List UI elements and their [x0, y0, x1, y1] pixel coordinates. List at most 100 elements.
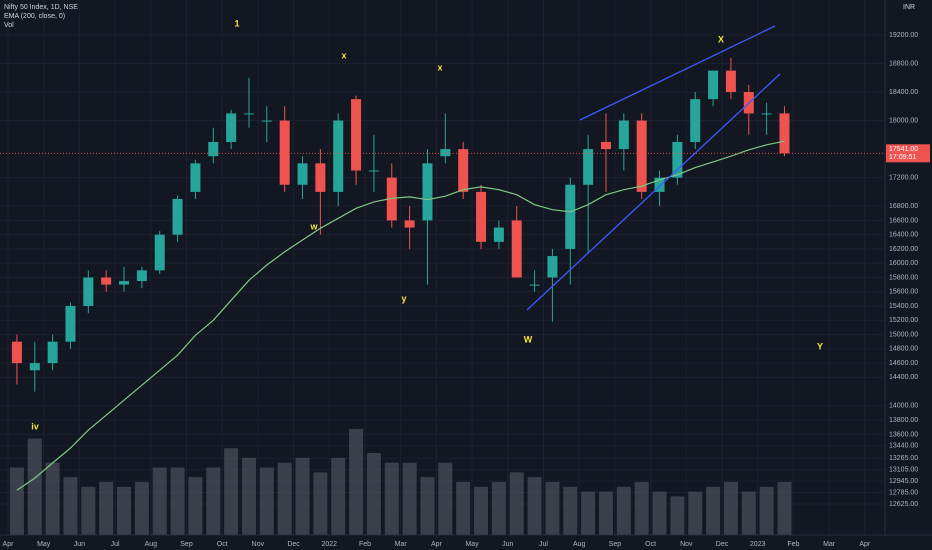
y-tick-label: 16000.00	[889, 260, 918, 267]
volume-bar	[527, 477, 542, 535]
volume-bar	[134, 481, 149, 535]
volume-bar	[117, 486, 132, 535]
volume-bar	[152, 467, 167, 535]
candle-body	[761, 113, 772, 115]
y-tick-label: 18400.00	[889, 89, 918, 96]
y-tick-label: 16200.00	[889, 246, 918, 253]
candle-body	[172, 199, 183, 235]
volume-bar	[616, 486, 631, 535]
x-tick-label: Apr	[3, 541, 15, 548]
y-tick-label: 14600.00	[889, 360, 918, 367]
x-tick-label: Sep	[180, 541, 193, 548]
volume-bar	[563, 486, 578, 535]
volume-bar	[277, 462, 292, 535]
x-tick-label: 2023	[750, 541, 766, 548]
x-tick-label: Jun	[74, 541, 85, 548]
candle-body	[29, 363, 40, 371]
x-tick-label: Apr	[859, 541, 871, 548]
x-tick-label: Aug	[573, 541, 586, 548]
candle-body	[440, 149, 451, 157]
volume-pane	[9, 428, 792, 535]
candle-body	[511, 220, 522, 278]
candle-body	[226, 113, 237, 142]
candle-body	[154, 234, 165, 271]
candle-body	[65, 306, 76, 342]
y-tick-label: 13600.00	[889, 431, 918, 438]
wave-label: Y	[817, 341, 823, 351]
x-tick-label: Feb	[359, 541, 371, 548]
wave-label: w	[309, 221, 318, 231]
volume-bar	[545, 481, 560, 535]
grid	[0, 0, 885, 535]
y-tick-label: 15200.00	[889, 317, 918, 324]
candle-body	[476, 191, 487, 242]
volume-bar	[170, 467, 185, 535]
x-tick-label: Mar	[823, 541, 836, 548]
indicator-label: EMA (200, close, 0)	[4, 13, 65, 20]
y-tick-label: 19200.00	[889, 32, 918, 39]
candle-body	[600, 141, 611, 150]
y-tick-label: 13105.00	[889, 467, 918, 474]
x-tick-label: Oct	[645, 541, 656, 548]
wave-label: x	[437, 62, 442, 72]
candle-body	[333, 120, 344, 192]
y-tick-label: 18800.00	[889, 60, 918, 67]
wave-label: iv	[31, 421, 39, 431]
volume-bar	[777, 481, 792, 535]
wave-label: y	[401, 293, 406, 303]
x-tick-label: 2022	[322, 541, 338, 548]
candle-body	[190, 163, 201, 192]
volume-bar	[456, 481, 471, 535]
candle-body	[493, 227, 504, 242]
volume-bar	[652, 491, 667, 535]
candle-body	[654, 177, 665, 192]
candle-body	[101, 277, 112, 285]
y-tick-label: 14000.00	[889, 403, 918, 410]
volume-bar	[634, 481, 649, 535]
candle-body	[11, 341, 22, 364]
x-tick-label: May	[465, 541, 479, 548]
wave-label: X	[718, 34, 724, 44]
x-tick-label: Jun	[502, 541, 513, 548]
last-price-label: 17541.00	[889, 146, 918, 153]
y-tick-label: 14400.00	[889, 374, 918, 381]
candle-body	[404, 220, 415, 228]
candle-body	[243, 113, 254, 115]
volume-bar	[99, 481, 114, 535]
candle-body	[422, 163, 433, 221]
volume-bar	[491, 481, 506, 535]
candle-body	[547, 256, 558, 278]
y-tick-label: 16400.00	[889, 232, 918, 239]
x-tick-label: Aug	[145, 541, 158, 548]
candle-body	[297, 163, 308, 185]
y-tick-label: 12625.00	[889, 501, 918, 508]
candle-body	[618, 120, 629, 150]
candle-body	[208, 141, 219, 157]
candle-body	[725, 70, 736, 93]
volume-bar	[402, 462, 417, 535]
y-tick-label: 13265.00	[889, 455, 918, 462]
volume-bar	[706, 486, 721, 535]
last-price-box	[886, 144, 930, 163]
volume-bar	[313, 472, 328, 535]
volume-bar	[759, 486, 774, 535]
candle-body	[368, 170, 379, 172]
wave-label: W	[524, 334, 533, 344]
volume-bar	[241, 457, 256, 535]
trend-line	[579, 25, 776, 121]
volume-bar	[366, 453, 381, 535]
y-tick-label: 12785.00	[889, 489, 918, 496]
volume-bar	[384, 462, 399, 535]
wave-label: x	[341, 50, 346, 60]
y-tick-label: 17200.00	[889, 174, 918, 181]
volume-bar	[27, 438, 42, 535]
candle-body	[351, 99, 362, 171]
trend-line	[526, 73, 781, 311]
volume-bar	[295, 457, 310, 535]
x-tick-label: Jul	[539, 541, 548, 548]
x-tick-label: Mar	[395, 541, 408, 548]
candle-body	[279, 120, 290, 185]
y-tick-label: 13800.00	[889, 417, 918, 424]
